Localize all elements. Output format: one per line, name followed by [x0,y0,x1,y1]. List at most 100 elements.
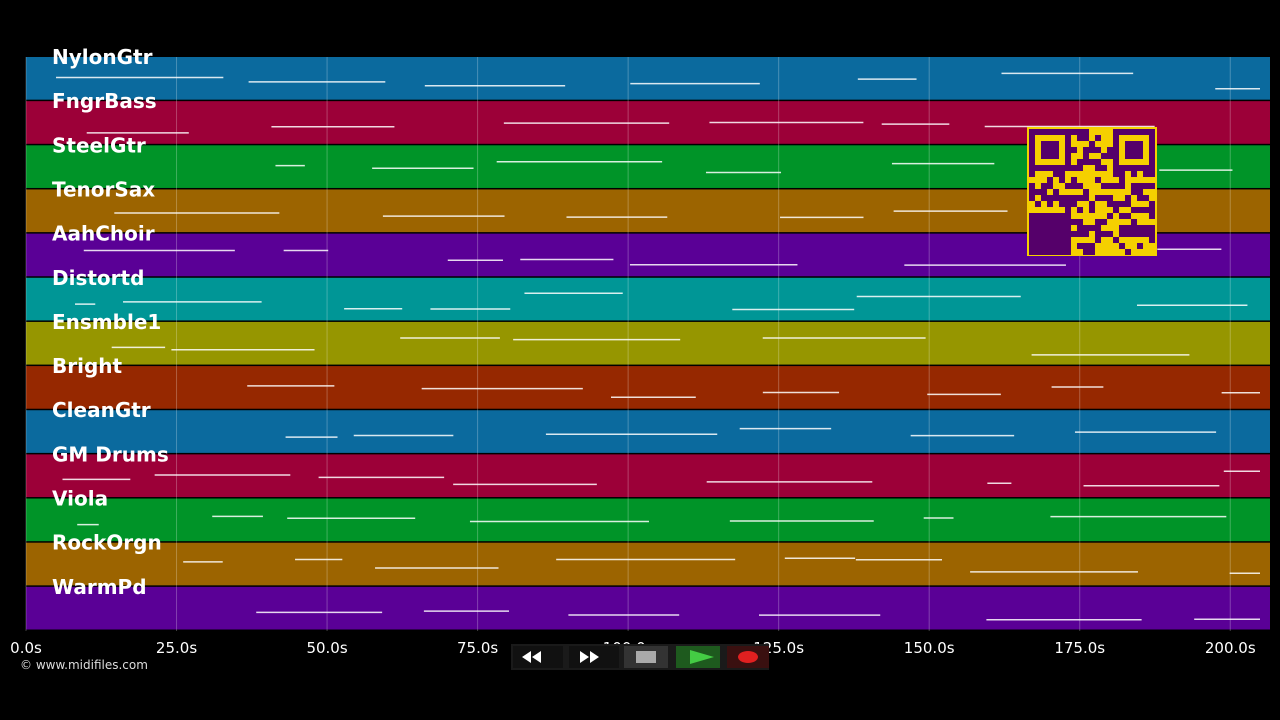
qr-module [1083,147,1089,153]
play-button[interactable] [676,646,720,668]
qr-module [1137,207,1143,213]
qr-module [1143,165,1149,171]
qr-module [1095,159,1101,165]
qr-module [1035,129,1041,135]
qr-module [1065,153,1071,159]
qr-module [1041,183,1047,189]
qr-module [1149,147,1155,153]
qr-module [1029,183,1035,189]
qr-module [1047,165,1053,171]
qr-module [1035,213,1041,219]
qr-module [1077,135,1083,141]
qr-module [1041,225,1047,231]
qr-module [1131,189,1137,195]
qr-module [1065,195,1071,201]
qr-module [1047,183,1053,189]
qr-module [1131,231,1137,237]
qr-module [1071,147,1077,153]
qr-module [1029,153,1035,159]
qr-module [1065,135,1071,141]
qr-module [1125,147,1131,153]
qr-module [1041,165,1047,171]
qr-module [1047,243,1053,249]
time-tick-label: 25.0s [156,639,197,657]
qr-module [1125,249,1131,255]
qr-module [1065,237,1071,243]
qr-module [1149,225,1155,231]
qr-module [1077,129,1083,135]
time-tick-label: 75.0s [457,639,498,657]
qr-module [1149,207,1155,213]
qr-module [1059,225,1065,231]
qr-module [1077,219,1083,225]
qr-module [1065,249,1071,255]
qr-module [1083,153,1089,159]
qr-module [1119,243,1125,249]
qr-module [1101,165,1107,171]
qr-code [1027,127,1157,256]
qr-module [1089,243,1095,249]
qr-module [1131,171,1137,177]
qr-module [1053,225,1059,231]
qr-module [1077,231,1083,237]
qr-module [1029,135,1035,141]
qr-module [1077,225,1083,231]
record-button[interactable] [727,646,769,668]
track-band [26,586,1270,630]
qr-module [1035,189,1041,195]
qr-module [1029,165,1035,171]
qr-module [1113,153,1119,159]
time-tick-label: 50.0s [306,639,347,657]
qr-module [1137,165,1143,171]
qr-module [1149,129,1155,135]
forward-button[interactable] [569,646,619,668]
track-band [26,542,1270,586]
rewind-button[interactable] [513,646,563,668]
qr-module [1053,231,1059,237]
qr-module [1113,171,1119,177]
qr-module [1041,231,1047,237]
qr-module [1083,159,1089,165]
track-name: Distortd [52,266,144,290]
play-icon [690,650,714,664]
notes [56,72,1260,621]
stop-button[interactable] [624,646,668,668]
time-tick-label: 150.0s [904,639,955,657]
qr-module [1119,183,1125,189]
qr-module [1059,129,1065,135]
qr-module [1095,177,1101,183]
qr-module [1131,147,1137,153]
qr-module [1149,237,1155,243]
qr-module [1083,231,1089,237]
qr-module [1143,225,1149,231]
qr-module [1029,249,1035,255]
qr-module [1059,213,1065,219]
qr-module [1131,183,1137,189]
qr-module [1119,213,1125,219]
track-name: Viola [52,487,108,511]
qr-module [1095,219,1101,225]
qr-module [1029,213,1035,219]
qr-module [1053,219,1059,225]
track-name: NylonGtr [52,45,153,69]
qr-module [1065,201,1071,207]
qr-module [1029,189,1035,195]
qr-module [1125,231,1131,237]
qr-module [1149,159,1155,165]
qr-module [1095,135,1101,141]
qr-module [1113,207,1119,213]
qr-module [1089,141,1095,147]
qr-module [1125,195,1131,201]
qr-module [1119,165,1125,171]
qr-module [1119,171,1125,177]
qr-module [1119,201,1125,207]
qr-module [1149,141,1155,147]
qr-module [1095,195,1101,201]
qr-module [1059,201,1065,207]
qr-module [1083,243,1089,249]
track-name: RockOrgn [52,531,162,555]
qr-module [1071,195,1077,201]
qr-module [1071,219,1077,225]
qr-module [1029,129,1035,135]
qr-module [1143,129,1149,135]
